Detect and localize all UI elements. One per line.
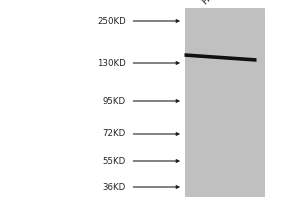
Text: 55KD: 55KD <box>103 156 126 166</box>
Polygon shape <box>184 53 256 62</box>
Bar <box>184 8 264 196</box>
Text: 250KD: 250KD <box>97 17 126 25</box>
Text: 95KD: 95KD <box>103 97 126 106</box>
Text: 36KD: 36KD <box>103 182 126 192</box>
Text: 72KD: 72KD <box>103 130 126 138</box>
Text: 130KD: 130KD <box>97 58 126 68</box>
Text: Hela: Hela <box>201 0 221 6</box>
